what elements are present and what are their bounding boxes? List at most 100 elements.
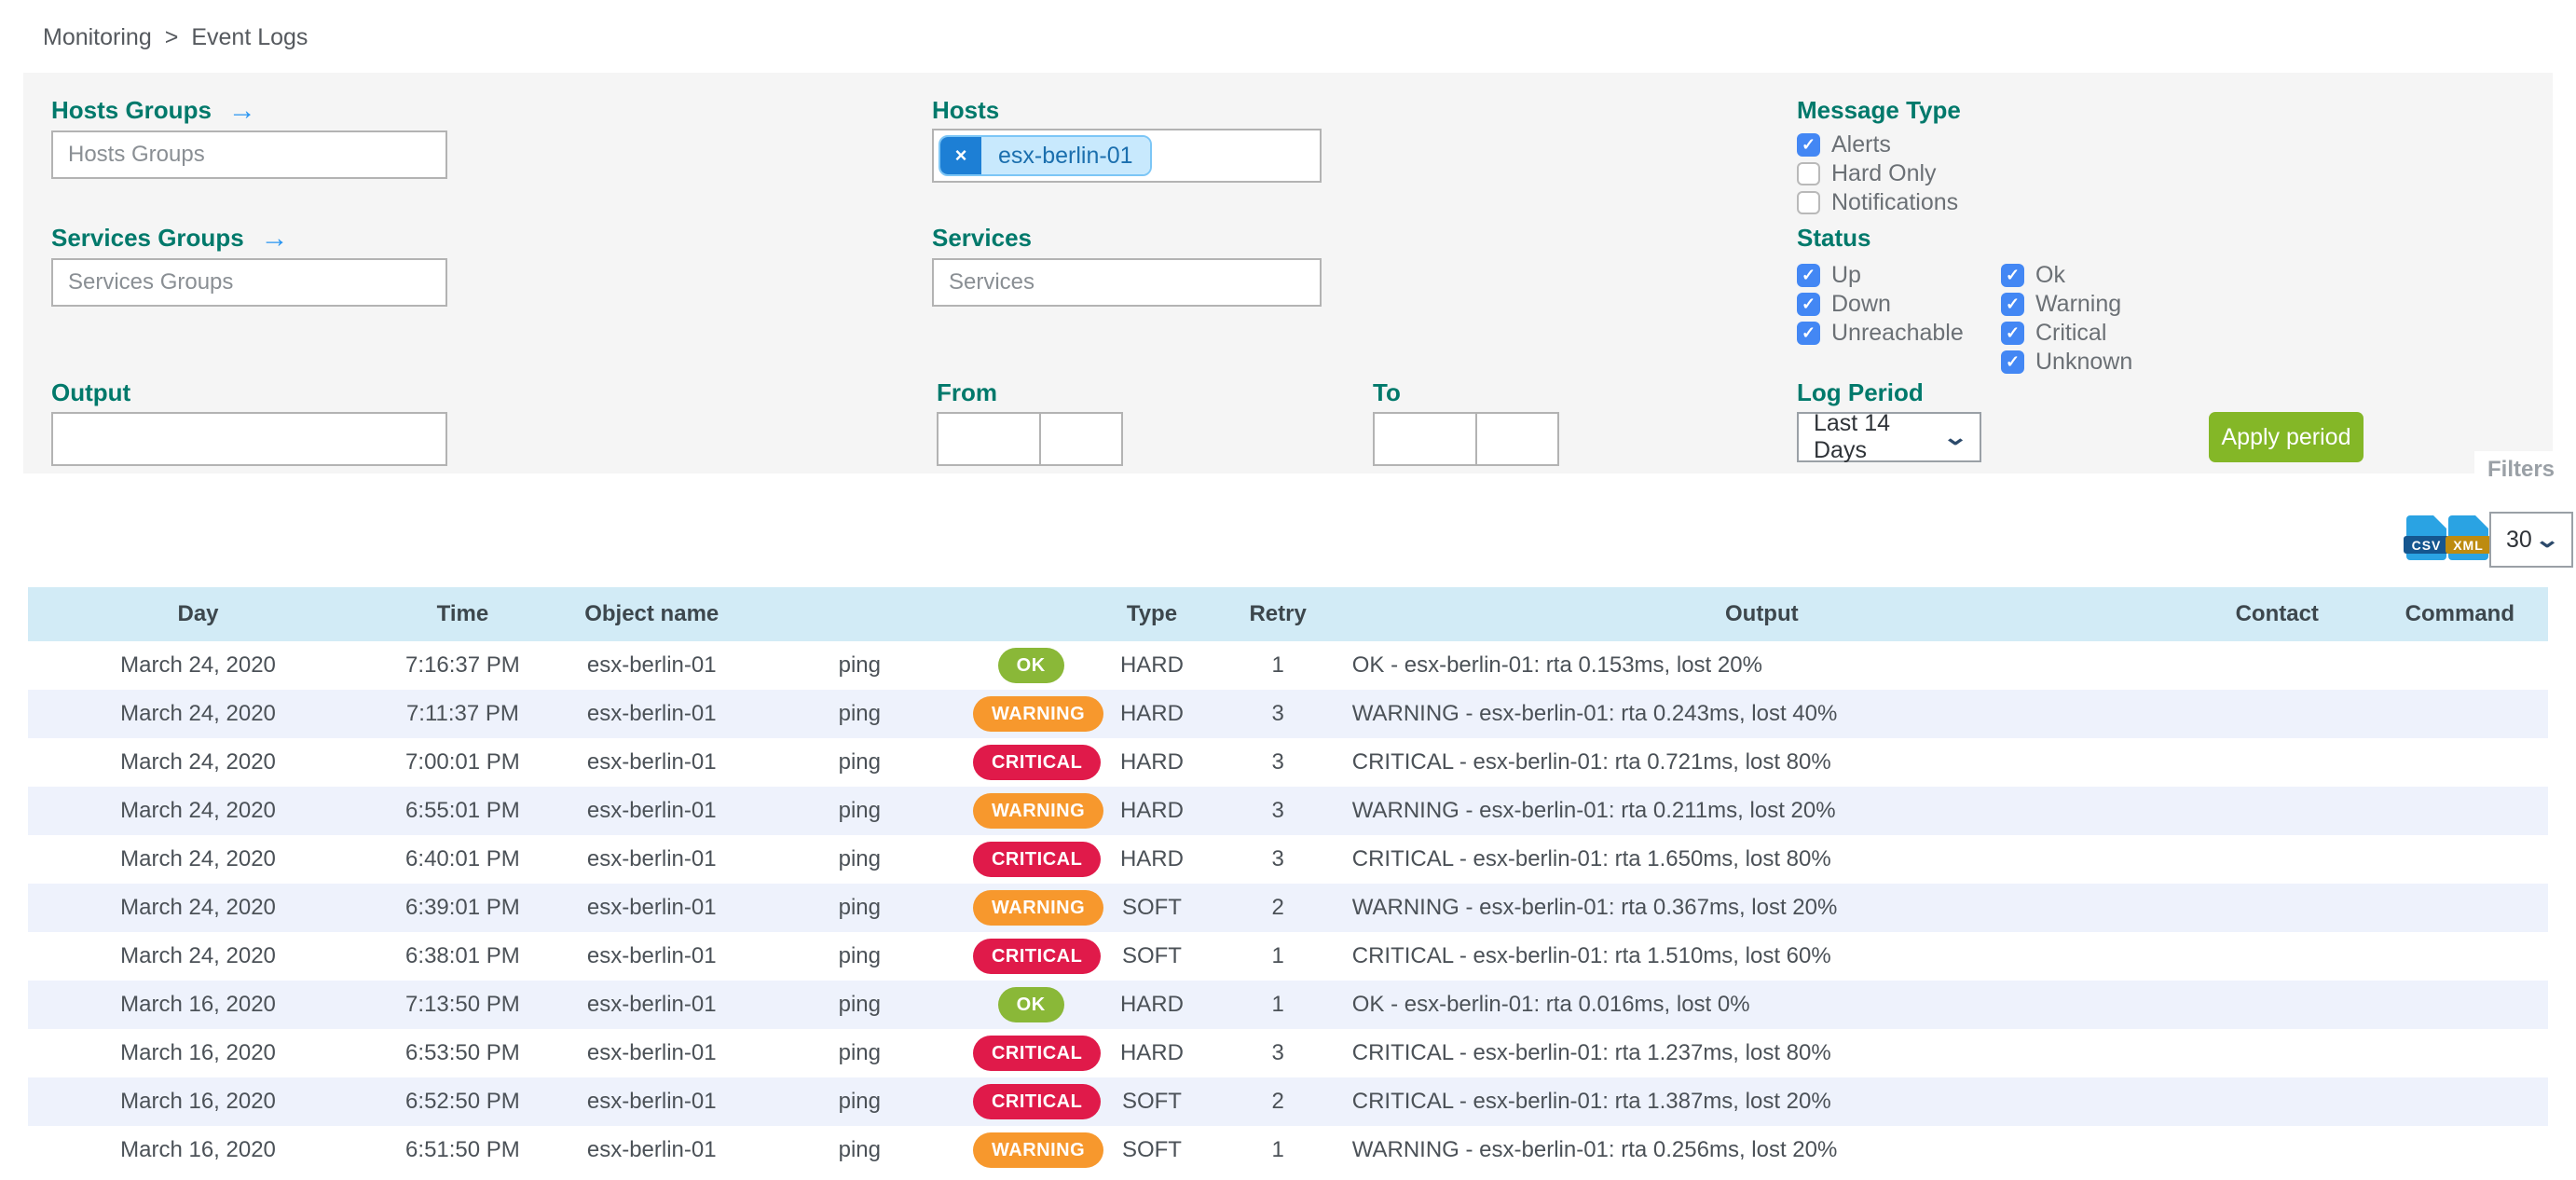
checkbox-unchecked-icon[interactable] bbox=[1797, 162, 1820, 185]
table-row: March 24, 2020 7:16:37 PM esx-berlin-01 … bbox=[28, 641, 2548, 690]
cell-object-name[interactable]: esx-berlin-01 bbox=[556, 884, 747, 932]
cell-type: HARD bbox=[1089, 690, 1215, 738]
export-xml-button[interactable]: XML bbox=[2446, 515, 2491, 560]
cell-service[interactable]: ping bbox=[746, 1126, 973, 1174]
to-date-input[interactable] bbox=[1373, 412, 1477, 466]
checkbox-status-up[interactable]: ✓ Up bbox=[1797, 261, 1964, 290]
from-label: From bbox=[937, 378, 997, 406]
cell-contact bbox=[2182, 1029, 2372, 1077]
cell-object-name[interactable]: esx-berlin-01 bbox=[556, 641, 747, 690]
checkbox-status-unknown[interactable]: ✓ Unknown bbox=[2001, 348, 2132, 377]
checkbox-checked-icon[interactable]: ✓ bbox=[1797, 133, 1820, 157]
breadcrumb-item-event-logs[interactable]: Event Logs bbox=[191, 24, 308, 50]
col-command[interactable]: Command bbox=[2371, 587, 2548, 641]
cell-day: March 24, 2020 bbox=[28, 738, 369, 787]
checkbox-unchecked-icon[interactable] bbox=[1797, 191, 1820, 214]
host-chip-label: esx-berlin-01 bbox=[981, 137, 1150, 174]
checkbox-status-warning[interactable]: ✓ Warning bbox=[2001, 290, 2132, 319]
checkbox-checked-icon[interactable]: ✓ bbox=[1797, 293, 1820, 316]
cell-object-name[interactable]: esx-berlin-01 bbox=[556, 981, 747, 1029]
cell-status: CRITICAL bbox=[972, 835, 1102, 884]
checkbox-checked-icon[interactable]: ✓ bbox=[2001, 350, 2024, 374]
services-groups-arrow-icon[interactable]: → bbox=[260, 222, 289, 254]
services-groups-input[interactable] bbox=[51, 258, 447, 307]
checkbox-message-type-hard-only[interactable]: Hard Only bbox=[1797, 159, 1958, 188]
cell-retry: 1 bbox=[1214, 932, 1341, 981]
cell-contact bbox=[2182, 641, 2372, 690]
col-object-name[interactable]: Object name bbox=[556, 587, 747, 641]
col-type[interactable]: Type bbox=[1089, 587, 1215, 641]
cell-retry: 1 bbox=[1214, 981, 1341, 1029]
cell-object-name[interactable]: esx-berlin-01 bbox=[556, 1077, 747, 1126]
col-retry[interactable]: Retry bbox=[1214, 587, 1341, 641]
services-input[interactable] bbox=[932, 258, 1322, 307]
col-output[interactable]: Output bbox=[1340, 587, 2183, 641]
cell-type: HARD bbox=[1089, 738, 1215, 787]
hosts-groups-label: Hosts Groups → bbox=[51, 94, 256, 126]
col-day[interactable]: Day bbox=[28, 587, 369, 641]
checkbox-status-ok[interactable]: ✓ Ok bbox=[2001, 261, 2132, 290]
cell-command bbox=[2371, 932, 2548, 981]
output-input[interactable] bbox=[51, 412, 447, 466]
checkbox-checked-icon[interactable]: ✓ bbox=[1797, 264, 1820, 287]
cell-object-name[interactable]: esx-berlin-01 bbox=[556, 1029, 747, 1077]
checkbox-status-unreachable[interactable]: ✓ Unreachable bbox=[1797, 319, 1964, 348]
file-fold-icon bbox=[2433, 515, 2446, 528]
cell-day: March 16, 2020 bbox=[28, 1029, 369, 1077]
cell-service[interactable]: ping bbox=[746, 641, 973, 690]
checkbox-checked-icon[interactable]: ✓ bbox=[2001, 322, 2024, 345]
output-label: Output bbox=[51, 378, 131, 406]
to-time-input[interactable] bbox=[1475, 412, 1559, 466]
hosts-groups-input[interactable] bbox=[51, 130, 447, 179]
cell-type: HARD bbox=[1089, 1029, 1215, 1077]
cell-type: HARD bbox=[1089, 981, 1215, 1029]
breadcrumb-item-monitoring[interactable]: Monitoring bbox=[43, 24, 152, 50]
cell-service[interactable]: ping bbox=[746, 690, 973, 738]
cell-status: CRITICAL bbox=[972, 738, 1102, 787]
cell-retry: 3 bbox=[1214, 835, 1341, 884]
checkbox-status-critical[interactable]: ✓ Critical bbox=[2001, 319, 2132, 348]
checkbox-status-down[interactable]: ✓ Down bbox=[1797, 290, 1964, 319]
cell-service[interactable]: ping bbox=[746, 884, 973, 932]
cell-command bbox=[2371, 1126, 2548, 1174]
cell-object-name[interactable]: esx-berlin-01 bbox=[556, 1126, 747, 1174]
cell-service[interactable]: ping bbox=[746, 835, 973, 884]
page-size-select[interactable]: 30 ⌄ bbox=[2489, 512, 2573, 568]
col-contact[interactable]: Contact bbox=[2182, 587, 2372, 641]
hosts-input[interactable]: × esx-berlin-01 bbox=[932, 129, 1322, 183]
checkbox-message-type-alerts[interactable]: ✓ Alerts bbox=[1797, 130, 1958, 159]
cell-service[interactable]: ping bbox=[746, 738, 973, 787]
host-chip-remove-icon[interactable]: × bbox=[940, 137, 981, 174]
cell-object-name[interactable]: esx-berlin-01 bbox=[556, 690, 747, 738]
checkbox-checked-icon[interactable]: ✓ bbox=[2001, 293, 2024, 316]
checkbox-checked-icon[interactable]: ✓ bbox=[2001, 264, 2024, 287]
filters-tab[interactable]: Filters bbox=[2474, 451, 2568, 488]
log-period-select[interactable]: Last 14 Days ⌄ bbox=[1797, 410, 1981, 463]
cell-service[interactable]: ping bbox=[746, 1029, 973, 1077]
cell-output: WARNING - esx-berlin-01: rta 0.256ms, lo… bbox=[1340, 1126, 2183, 1174]
from-time-input[interactable] bbox=[1039, 412, 1123, 466]
cell-object-name[interactable]: esx-berlin-01 bbox=[556, 932, 747, 981]
checkbox-checked-icon[interactable]: ✓ bbox=[1797, 322, 1820, 345]
checkbox-message-type-notifications[interactable]: Notifications bbox=[1797, 188, 1958, 217]
col-time[interactable]: Time bbox=[368, 587, 557, 641]
export-csv-button[interactable]: CSV bbox=[2404, 515, 2449, 560]
from-date-input[interactable] bbox=[937, 412, 1041, 466]
hosts-groups-arrow-icon[interactable]: → bbox=[227, 94, 256, 126]
table-row: March 24, 2020 6:40:01 PM esx-berlin-01 … bbox=[28, 835, 2548, 884]
cell-service[interactable]: ping bbox=[746, 981, 973, 1029]
cell-object-name[interactable]: esx-berlin-01 bbox=[556, 787, 747, 835]
cell-output: CRITICAL - esx-berlin-01: rta 1.510ms, l… bbox=[1340, 932, 2183, 981]
cell-object-name[interactable]: esx-berlin-01 bbox=[556, 738, 747, 787]
status-badge: WARNING bbox=[972, 890, 1104, 926]
cell-service[interactable]: ping bbox=[746, 932, 973, 981]
cell-service[interactable]: ping bbox=[746, 1077, 973, 1126]
chevron-down-icon: ⌄ bbox=[1941, 424, 1969, 450]
apply-period-button[interactable]: Apply period bbox=[2209, 412, 2364, 462]
cell-time: 6:55:01 PM bbox=[368, 787, 557, 835]
cell-output: CRITICAL - esx-berlin-01: rta 1.650ms, l… bbox=[1340, 835, 2183, 884]
cell-object-name[interactable]: esx-berlin-01 bbox=[556, 835, 747, 884]
cell-service[interactable]: ping bbox=[746, 787, 973, 835]
cell-status: OK bbox=[972, 981, 1089, 1029]
csv-icon: CSV bbox=[2404, 536, 2449, 554]
